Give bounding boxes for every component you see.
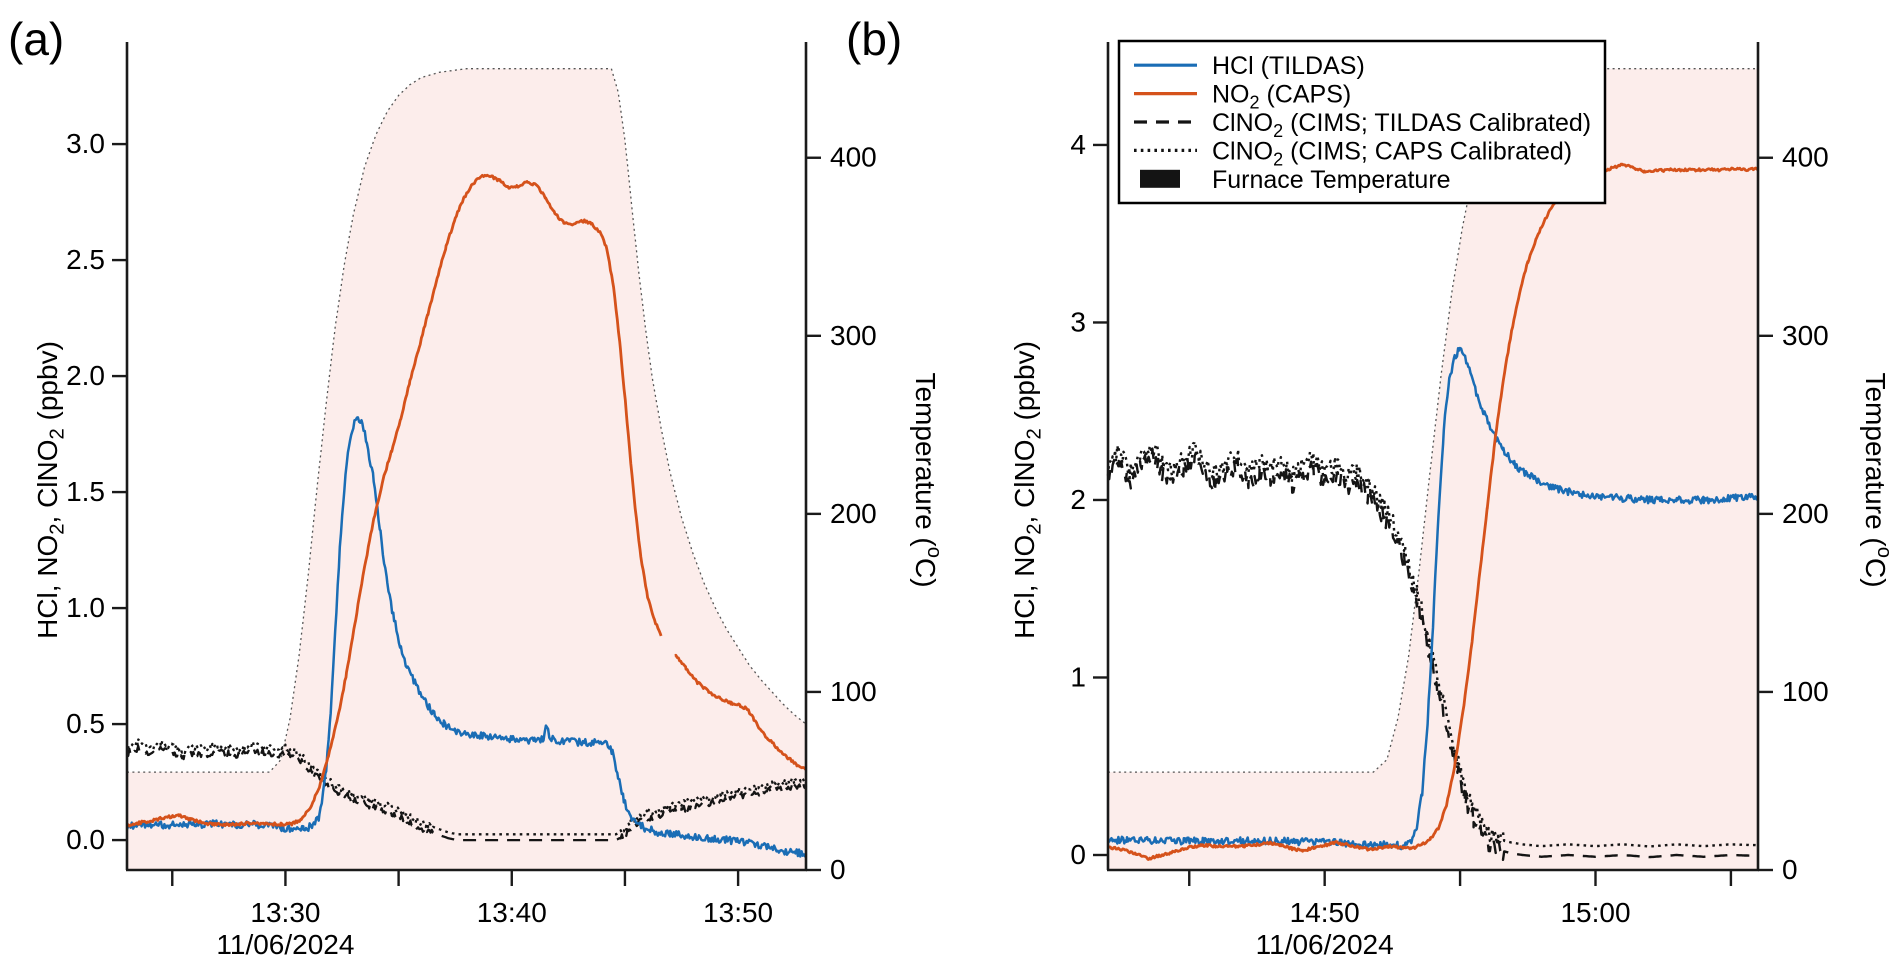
y-tick-label-right: 200 xyxy=(1782,498,1829,529)
y-tick-label-left: 1.5 xyxy=(66,476,105,507)
legend-clno2-caps-label: ClNO2 (CIMS; CAPS Calibrated) xyxy=(1212,137,1572,169)
legend-no2: NO2 (CAPS) xyxy=(1134,81,1351,113)
legend-clno2-tildas-label: ClNO2 (CIMS; TILDAS Calibrated) xyxy=(1212,109,1591,141)
legend-box xyxy=(1117,39,1607,205)
y-tick-label-right: 400 xyxy=(830,142,877,173)
y-tick-label-right: 300 xyxy=(1782,320,1829,351)
x-tick-label: 13:50 xyxy=(703,897,773,928)
legend-clno2-caps: ClNO2 (CIMS; CAPS Calibrated) xyxy=(1134,137,1572,169)
x-axis-date-label: 11/06/2024 xyxy=(1256,929,1394,960)
series-no2-a-tail xyxy=(674,653,807,771)
y-tick-label-left: 4 xyxy=(1070,129,1086,160)
series-furnace-temp-b-area xyxy=(1108,68,1758,870)
legend-furnace-label: Furnace Temperature xyxy=(1212,166,1451,194)
temperature-axis-title: Temperature (oC) xyxy=(910,372,945,587)
panel-letter-b: (b) xyxy=(846,13,902,65)
y-tick-label-right: 300 xyxy=(830,320,877,351)
y-tick-label-left: 1.0 xyxy=(66,592,105,623)
series-hcl-b xyxy=(1107,346,1759,851)
y-tick-label-left: 3.0 xyxy=(66,128,105,159)
legend-hcl: HCl (TILDAS) xyxy=(1134,52,1365,80)
series-clno2-tildas-a xyxy=(126,745,808,842)
x-tick-label: 13:30 xyxy=(250,897,320,928)
y-tick-label-right: 100 xyxy=(830,676,877,707)
series-clno2-caps-b xyxy=(1106,440,1759,848)
series-furnace-temp-a xyxy=(127,68,807,773)
x-tick-label: 13:40 xyxy=(477,897,547,928)
legend-hcl-label: HCl (TILDAS) xyxy=(1212,52,1365,80)
y-tick-label-left: 2.0 xyxy=(66,360,105,391)
series-clno2-tildas-b xyxy=(1106,449,1759,861)
y-tick-label-left: 0.0 xyxy=(66,824,105,855)
series-clno2-caps-a xyxy=(127,738,808,836)
legend-no2-label: NO2 (CAPS) xyxy=(1212,81,1351,113)
series-furnace-temp-a-area xyxy=(127,68,806,870)
y-tick-label-left: 0.5 xyxy=(66,708,105,739)
y-tick-label-left: 1 xyxy=(1070,661,1086,692)
y-tick-label-left: 3 xyxy=(1070,306,1086,337)
y-axis-title: HCl, NO2, ClNO2 (ppbv) xyxy=(1009,341,1046,639)
x-axis-date-label: 11/06/2024 xyxy=(216,929,354,960)
furnace-swatch-icon xyxy=(1140,169,1180,188)
legend-furnace: Furnace Temperature xyxy=(1140,166,1451,194)
y-tick-label-left: 2 xyxy=(1070,484,1086,515)
y-tick-label-right: 200 xyxy=(830,498,877,529)
x-tick-label: 15:00 xyxy=(1560,897,1630,928)
legend-clno2-tildas: ClNO2 (CIMS; TILDAS Calibrated) xyxy=(1134,109,1591,141)
y-tick-label-right: 0 xyxy=(830,854,846,885)
series-no2-b xyxy=(1107,162,1759,861)
y-tick-label-right: 100 xyxy=(1782,676,1829,707)
y-tick-label-right: 0 xyxy=(1782,854,1798,885)
legend: HCl (TILDAS)NO2 (CAPS)ClNO2 (CIMS; TILDA… xyxy=(1117,39,1607,205)
panel-letter-a: (a) xyxy=(8,13,64,65)
y-tick-label-right: 400 xyxy=(1782,142,1829,173)
y-tick-label-left: 2.5 xyxy=(66,244,105,275)
x-tick-label: 14:50 xyxy=(1290,897,1360,928)
y-axis-title: HCl, NO2, ClNO2 (ppbv) xyxy=(32,341,69,639)
temperature-axis-title: Temperature (oC) xyxy=(1860,372,1892,587)
series-no2-a-main xyxy=(125,173,663,828)
y-tick-label-left: 0 xyxy=(1070,839,1086,870)
